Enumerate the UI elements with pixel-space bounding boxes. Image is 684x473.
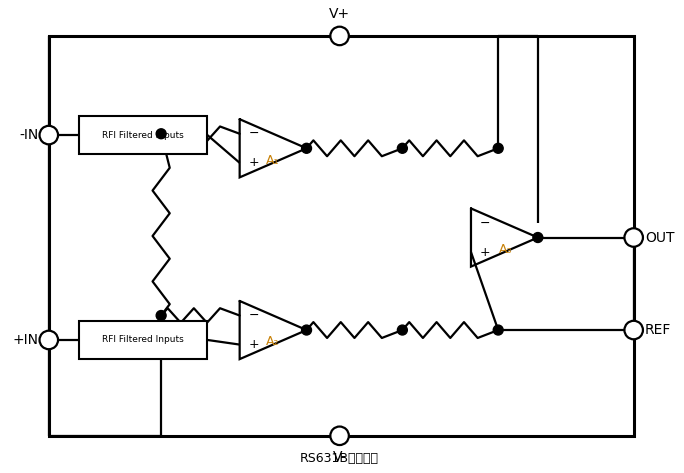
Circle shape [397,143,408,153]
Circle shape [156,129,166,139]
Text: A₃: A₃ [499,243,512,256]
Text: A₁: A₁ [266,154,280,166]
Circle shape [624,228,643,247]
Circle shape [156,311,166,321]
Text: RFI Filtered Inputs: RFI Filtered Inputs [102,335,184,344]
Bar [79,321,207,359]
Text: -IN: -IN [20,128,39,142]
Circle shape [330,427,349,445]
Text: −: − [248,309,259,322]
Circle shape [397,325,408,335]
Bar [79,116,207,154]
Text: RFI Filtered Inputs: RFI Filtered Inputs [102,131,184,140]
Text: REF: REF [645,323,671,337]
Circle shape [493,325,503,335]
Circle shape [533,233,543,243]
Text: V+: V+ [329,8,350,21]
Text: +: + [248,338,259,351]
Text: A₂: A₂ [266,335,280,349]
Text: OUT: OUT [645,230,674,245]
Circle shape [302,143,311,153]
Text: +IN: +IN [13,333,39,347]
Text: +: + [479,245,490,259]
Text: −: − [479,217,490,229]
Circle shape [493,143,503,153]
Bar [49,36,633,436]
Text: RS631B内部架构: RS631B内部架构 [300,452,379,465]
Circle shape [624,321,643,339]
Circle shape [40,331,58,349]
Text: V-: V- [333,450,346,464]
Circle shape [40,126,58,144]
Circle shape [330,26,349,45]
Text: −: − [248,127,259,140]
Circle shape [302,325,311,335]
Text: +: + [248,157,259,169]
